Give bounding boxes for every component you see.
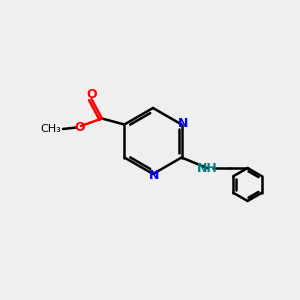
Text: CH₃: CH₃ xyxy=(41,124,62,134)
Text: N: N xyxy=(149,169,160,182)
Text: O: O xyxy=(86,88,97,101)
Text: N: N xyxy=(178,116,188,130)
Text: NH: NH xyxy=(197,161,218,175)
Text: O: O xyxy=(74,121,85,134)
